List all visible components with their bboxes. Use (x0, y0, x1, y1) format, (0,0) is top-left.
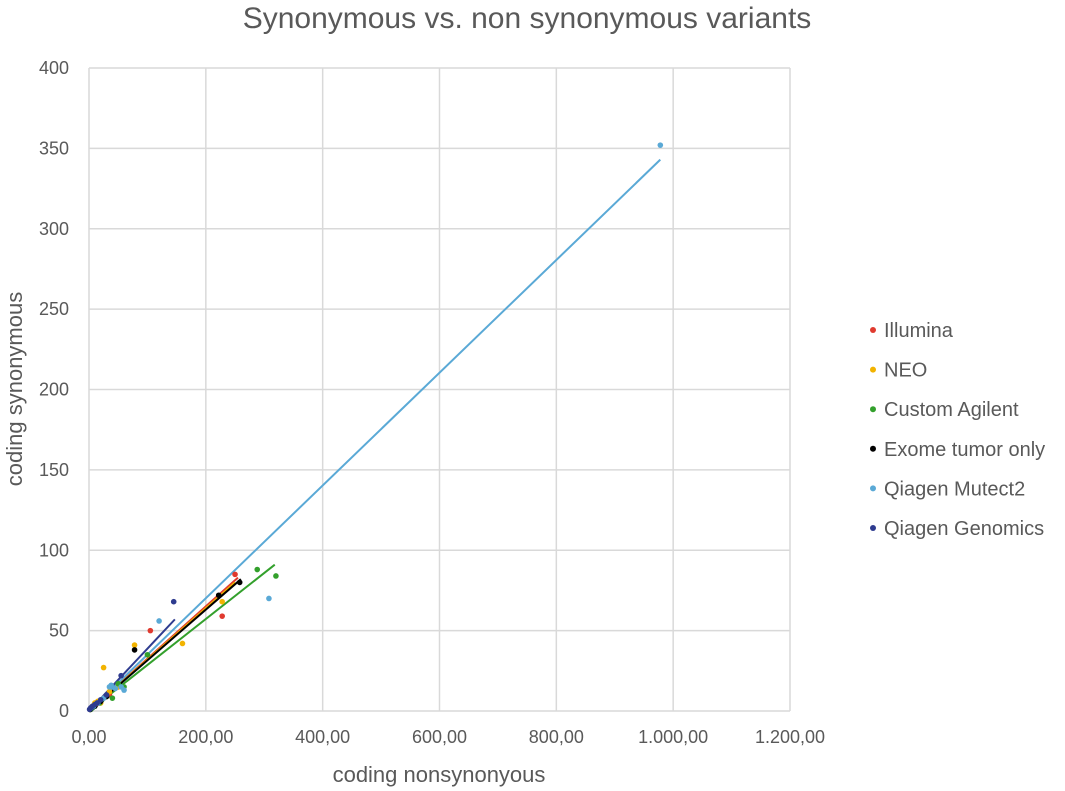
trendline (88, 158, 662, 712)
data-point (657, 142, 664, 148)
y-tick-label: 200 (39, 380, 69, 400)
data-point (112, 685, 119, 692)
data-point (273, 573, 279, 579)
x-tick-label: 200,00 (178, 727, 233, 747)
data-point (219, 613, 225, 619)
y-tick-label: 300 (39, 219, 69, 239)
data-point (170, 598, 177, 605)
legend-entry: Qiagen Genomics (870, 518, 1044, 540)
legend-marker (870, 445, 876, 452)
data-point (147, 627, 154, 634)
x-axis-ticks: 0,00 200,00 400,00 600,00 800,00 1.000,00 1.20… (71, 727, 825, 747)
x-tick-label: 600,00 (412, 727, 467, 747)
data-point (109, 695, 116, 701)
y-tick-label: 100 (39, 540, 69, 560)
legend-label: Qiagen Genomics (884, 518, 1044, 540)
legend-entry: Illumina (870, 320, 954, 342)
x-axis-label: coding nonsynonyous (333, 762, 546, 787)
y-tick-label: 350 (39, 138, 69, 158)
legend-label: Exome tumor only (884, 439, 1045, 461)
x-tick-label: 800,00 (529, 727, 584, 747)
legend-marker (870, 366, 876, 373)
legend-marker (870, 485, 876, 492)
x-tick-label: 0,00 (71, 727, 106, 747)
data-point (131, 647, 138, 653)
x-tick-label: 400,00 (295, 727, 350, 747)
grid (88, 67, 791, 712)
data-point (144, 651, 151, 658)
legend-label: Illumina (884, 320, 954, 342)
y-axis-ticks: 0 50 100 150 200 250 300 350 400 (39, 58, 69, 721)
legend-entry: Qiagen Mutect2 (870, 478, 1025, 500)
legend-label: NEO (884, 360, 927, 382)
data-point (121, 687, 127, 693)
data-point (118, 672, 124, 679)
legend-label: Qiagen Mutect2 (884, 478, 1025, 500)
x-tick-label: 1.200,00 (755, 727, 825, 747)
y-axis-label: coding synonymous (2, 292, 27, 486)
x-tick-label: 1.000,00 (638, 727, 708, 747)
y-tick-label: 150 (39, 460, 69, 480)
legend: Illumina NEO Custom Agilent Exome tumor onl… (870, 320, 1045, 540)
y-tick-label: 250 (39, 299, 69, 319)
legend-marker (870, 327, 876, 333)
data-point (100, 664, 107, 671)
data-point (236, 579, 243, 586)
y-tick-label: 400 (39, 58, 69, 78)
legend-marker (870, 525, 876, 531)
data-point (131, 642, 138, 648)
data-point (266, 595, 272, 602)
legend-entry: Exome tumor only (870, 439, 1045, 461)
trendlines (88, 158, 662, 712)
data-point (232, 571, 238, 578)
data-point (156, 618, 162, 624)
data-point (97, 696, 104, 703)
chart-title: Synonymous vs. non synonymous variants (243, 2, 812, 35)
legend-entry: Custom Agilent (870, 399, 1019, 421)
legend-entry: NEO (870, 360, 927, 382)
legend-marker (870, 406, 876, 413)
data-point (215, 592, 222, 599)
data-point (254, 566, 261, 573)
data-point (219, 598, 225, 605)
data-point (103, 692, 110, 698)
data-points (86, 142, 664, 713)
legend-label: Custom Agilent (884, 399, 1019, 421)
y-tick-label: 50 (49, 621, 69, 641)
data-point (179, 640, 186, 647)
y-tick-label: 0 (59, 701, 69, 721)
data-point (108, 682, 114, 689)
